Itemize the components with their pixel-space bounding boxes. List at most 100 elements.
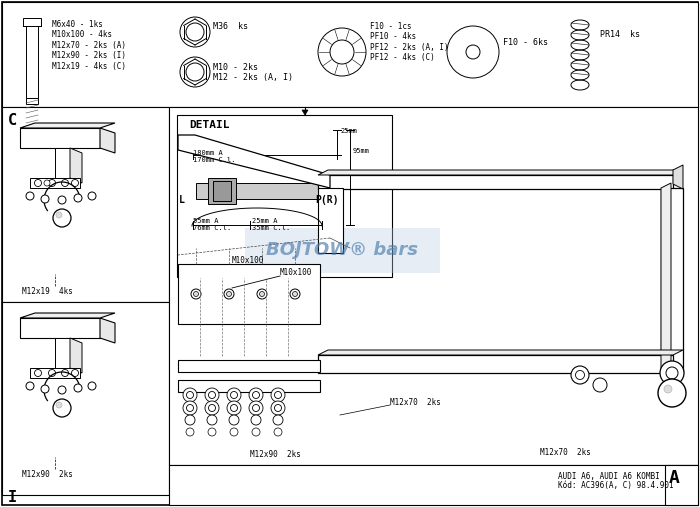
Circle shape [664,385,672,393]
Bar [178,360,320,372]
Circle shape [207,415,217,425]
Circle shape [209,405,216,412]
Text: M36  ks: M36 ks [213,22,248,31]
Bar [2,2,698,107]
Circle shape [257,289,267,299]
Circle shape [53,399,71,417]
Circle shape [56,212,62,218]
Circle shape [251,415,261,425]
Text: F10 - 6ks: F10 - 6ks [503,38,548,47]
Text: AUDI A6, AUDI A6 KOMBI: AUDI A6, AUDI A6 KOMBI [558,472,659,481]
Circle shape [253,391,260,399]
Bar [213,181,231,201]
Circle shape [193,292,199,297]
Bar [318,188,343,253]
Circle shape [180,17,210,47]
Circle shape [44,180,50,186]
Text: M12x70  2ks: M12x70 2ks [390,398,441,407]
Polygon shape [100,128,115,153]
Bar [2,302,169,495]
Circle shape [274,405,281,412]
Circle shape [224,289,234,299]
Text: M6x40 - 1ks
M10x100 - 4ks
M12x70 - 2ks (A)
M12x90 - 2ks (I)
M12x19 - 4ks (C): M6x40 - 1ks M10x100 - 4ks M12x70 - 2ks (… [52,20,126,70]
Circle shape [71,179,78,187]
Text: M10 - 2ks
M12 - 2ks (A, I): M10 - 2ks M12 - 2ks (A, I) [213,63,293,83]
Text: L: L [179,195,185,205]
Circle shape [318,28,366,76]
Polygon shape [302,110,308,115]
Bar [318,355,673,373]
Circle shape [273,415,283,425]
Circle shape [227,388,241,402]
Bar [169,465,698,505]
Circle shape [186,391,193,399]
Circle shape [26,382,34,390]
Text: DETAIL: DETAIL [189,120,230,130]
Polygon shape [30,178,80,188]
Polygon shape [20,128,100,148]
Polygon shape [100,318,115,343]
Text: M12x70  2ks: M12x70 2ks [540,448,591,457]
Bar [178,264,320,324]
Circle shape [230,391,237,399]
Circle shape [466,45,480,59]
Polygon shape [178,135,330,188]
Polygon shape [318,170,683,175]
Bar [318,175,673,189]
Bar [169,107,698,465]
Text: C: C [8,113,17,128]
Circle shape [260,292,265,297]
Bar [661,188,683,373]
Bar [26,98,38,104]
Bar [23,18,41,26]
Polygon shape [20,313,115,318]
Circle shape [186,405,193,412]
Circle shape [62,370,69,377]
Text: 25mm: 25mm [340,128,357,134]
Polygon shape [70,148,82,183]
Text: M10x100: M10x100 [280,268,312,277]
Circle shape [74,194,82,202]
Circle shape [88,192,96,200]
Circle shape [274,428,282,436]
Text: 35mm C.l.: 35mm C.l. [252,225,290,231]
Text: M12x90  2ks: M12x90 2ks [22,470,73,479]
Circle shape [205,388,219,402]
Text: 55mm A: 55mm A [193,218,218,224]
Circle shape [666,367,678,379]
Bar [208,178,236,204]
Circle shape [658,379,686,407]
Circle shape [271,401,285,415]
Circle shape [34,370,41,377]
Circle shape [209,391,216,399]
Circle shape [205,401,219,415]
Circle shape [58,196,66,204]
Polygon shape [20,318,100,338]
Circle shape [183,388,197,402]
Text: F10 - 1cs
PF10 - 4ks
PF12 - 2ks (A, I)
PF12 - 4ks (C): F10 - 1cs PF10 - 4ks PF12 - 2ks (A, I) P… [370,22,449,62]
Circle shape [71,370,78,377]
Polygon shape [318,350,683,355]
Circle shape [229,415,239,425]
Circle shape [249,401,263,415]
Text: I: I [8,490,17,505]
Circle shape [660,361,684,385]
Bar [178,380,320,392]
Circle shape [208,428,216,436]
Circle shape [41,385,49,393]
Circle shape [447,26,499,78]
Polygon shape [70,338,82,373]
Bar [2,107,169,302]
Bar [665,465,698,505]
Text: P(R): P(R) [315,195,339,205]
Circle shape [593,378,607,392]
Text: PR14  ks: PR14 ks [600,30,640,39]
Circle shape [26,192,34,200]
Text: 180mm A: 180mm A [193,150,223,156]
Circle shape [191,289,201,299]
Circle shape [290,289,300,299]
Circle shape [34,179,41,187]
Circle shape [48,370,55,377]
Circle shape [53,209,71,227]
Circle shape [48,179,55,187]
